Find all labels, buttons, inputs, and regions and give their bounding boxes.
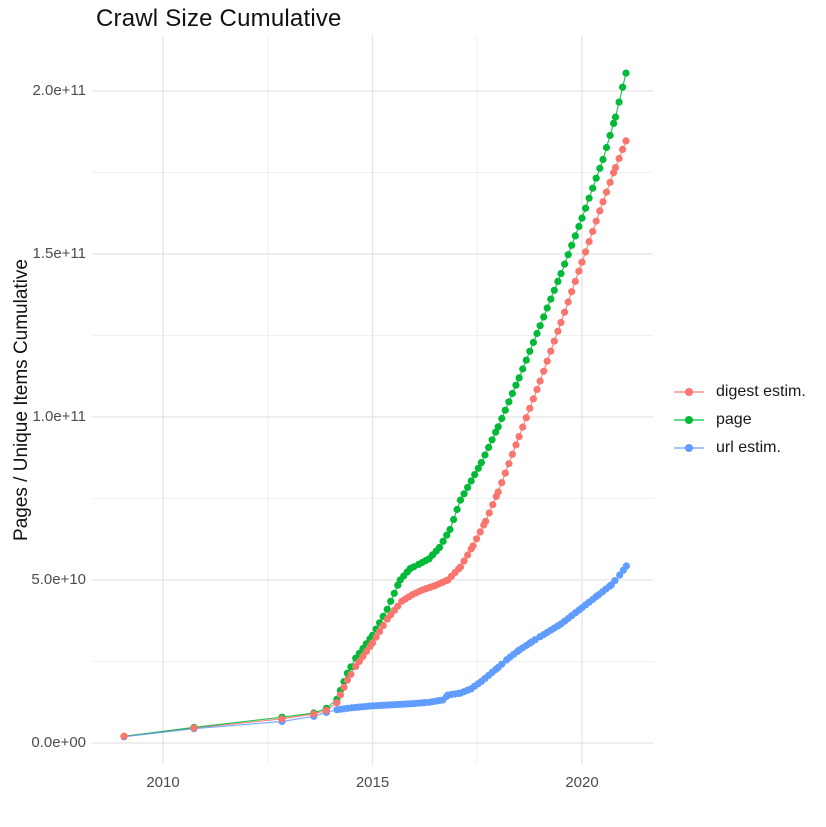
y-tick-label: 5.0e+10: [31, 571, 86, 588]
legend-key-icon: [674, 444, 704, 452]
x-tick-label: 2020: [565, 774, 599, 791]
y-tick-label: 1.0e+11: [32, 408, 86, 425]
y-tick-label: 2.0e+11: [32, 82, 86, 99]
legend-item-digest-estim-: digest estim.: [672, 378, 806, 406]
legend-item-page: page: [672, 406, 806, 434]
legend-label: url estim.: [716, 439, 781, 456]
series-points: [120, 69, 631, 741]
y-tick-label: 0.0e+00: [31, 734, 86, 751]
y-tick-label: 1.5e+11: [32, 245, 86, 262]
major-gridlines: [92, 36, 653, 764]
series-digest-estim-: [120, 137, 630, 740]
x-tick-label: 2015: [355, 774, 390, 791]
legend-key-icon: [674, 416, 704, 424]
legend-key-icon: [674, 388, 704, 396]
series-url-estim-: [120, 562, 631, 741]
legend-label: digest estim.: [716, 383, 806, 400]
legend-label: page: [716, 411, 752, 428]
legend-item-url-estim-: url estim.: [672, 434, 806, 462]
x-tick-label: 2010: [146, 774, 180, 791]
chart-title: Crawl Size Cumulative: [96, 5, 342, 32]
legend: digest estim. page url estim.: [672, 378, 806, 462]
